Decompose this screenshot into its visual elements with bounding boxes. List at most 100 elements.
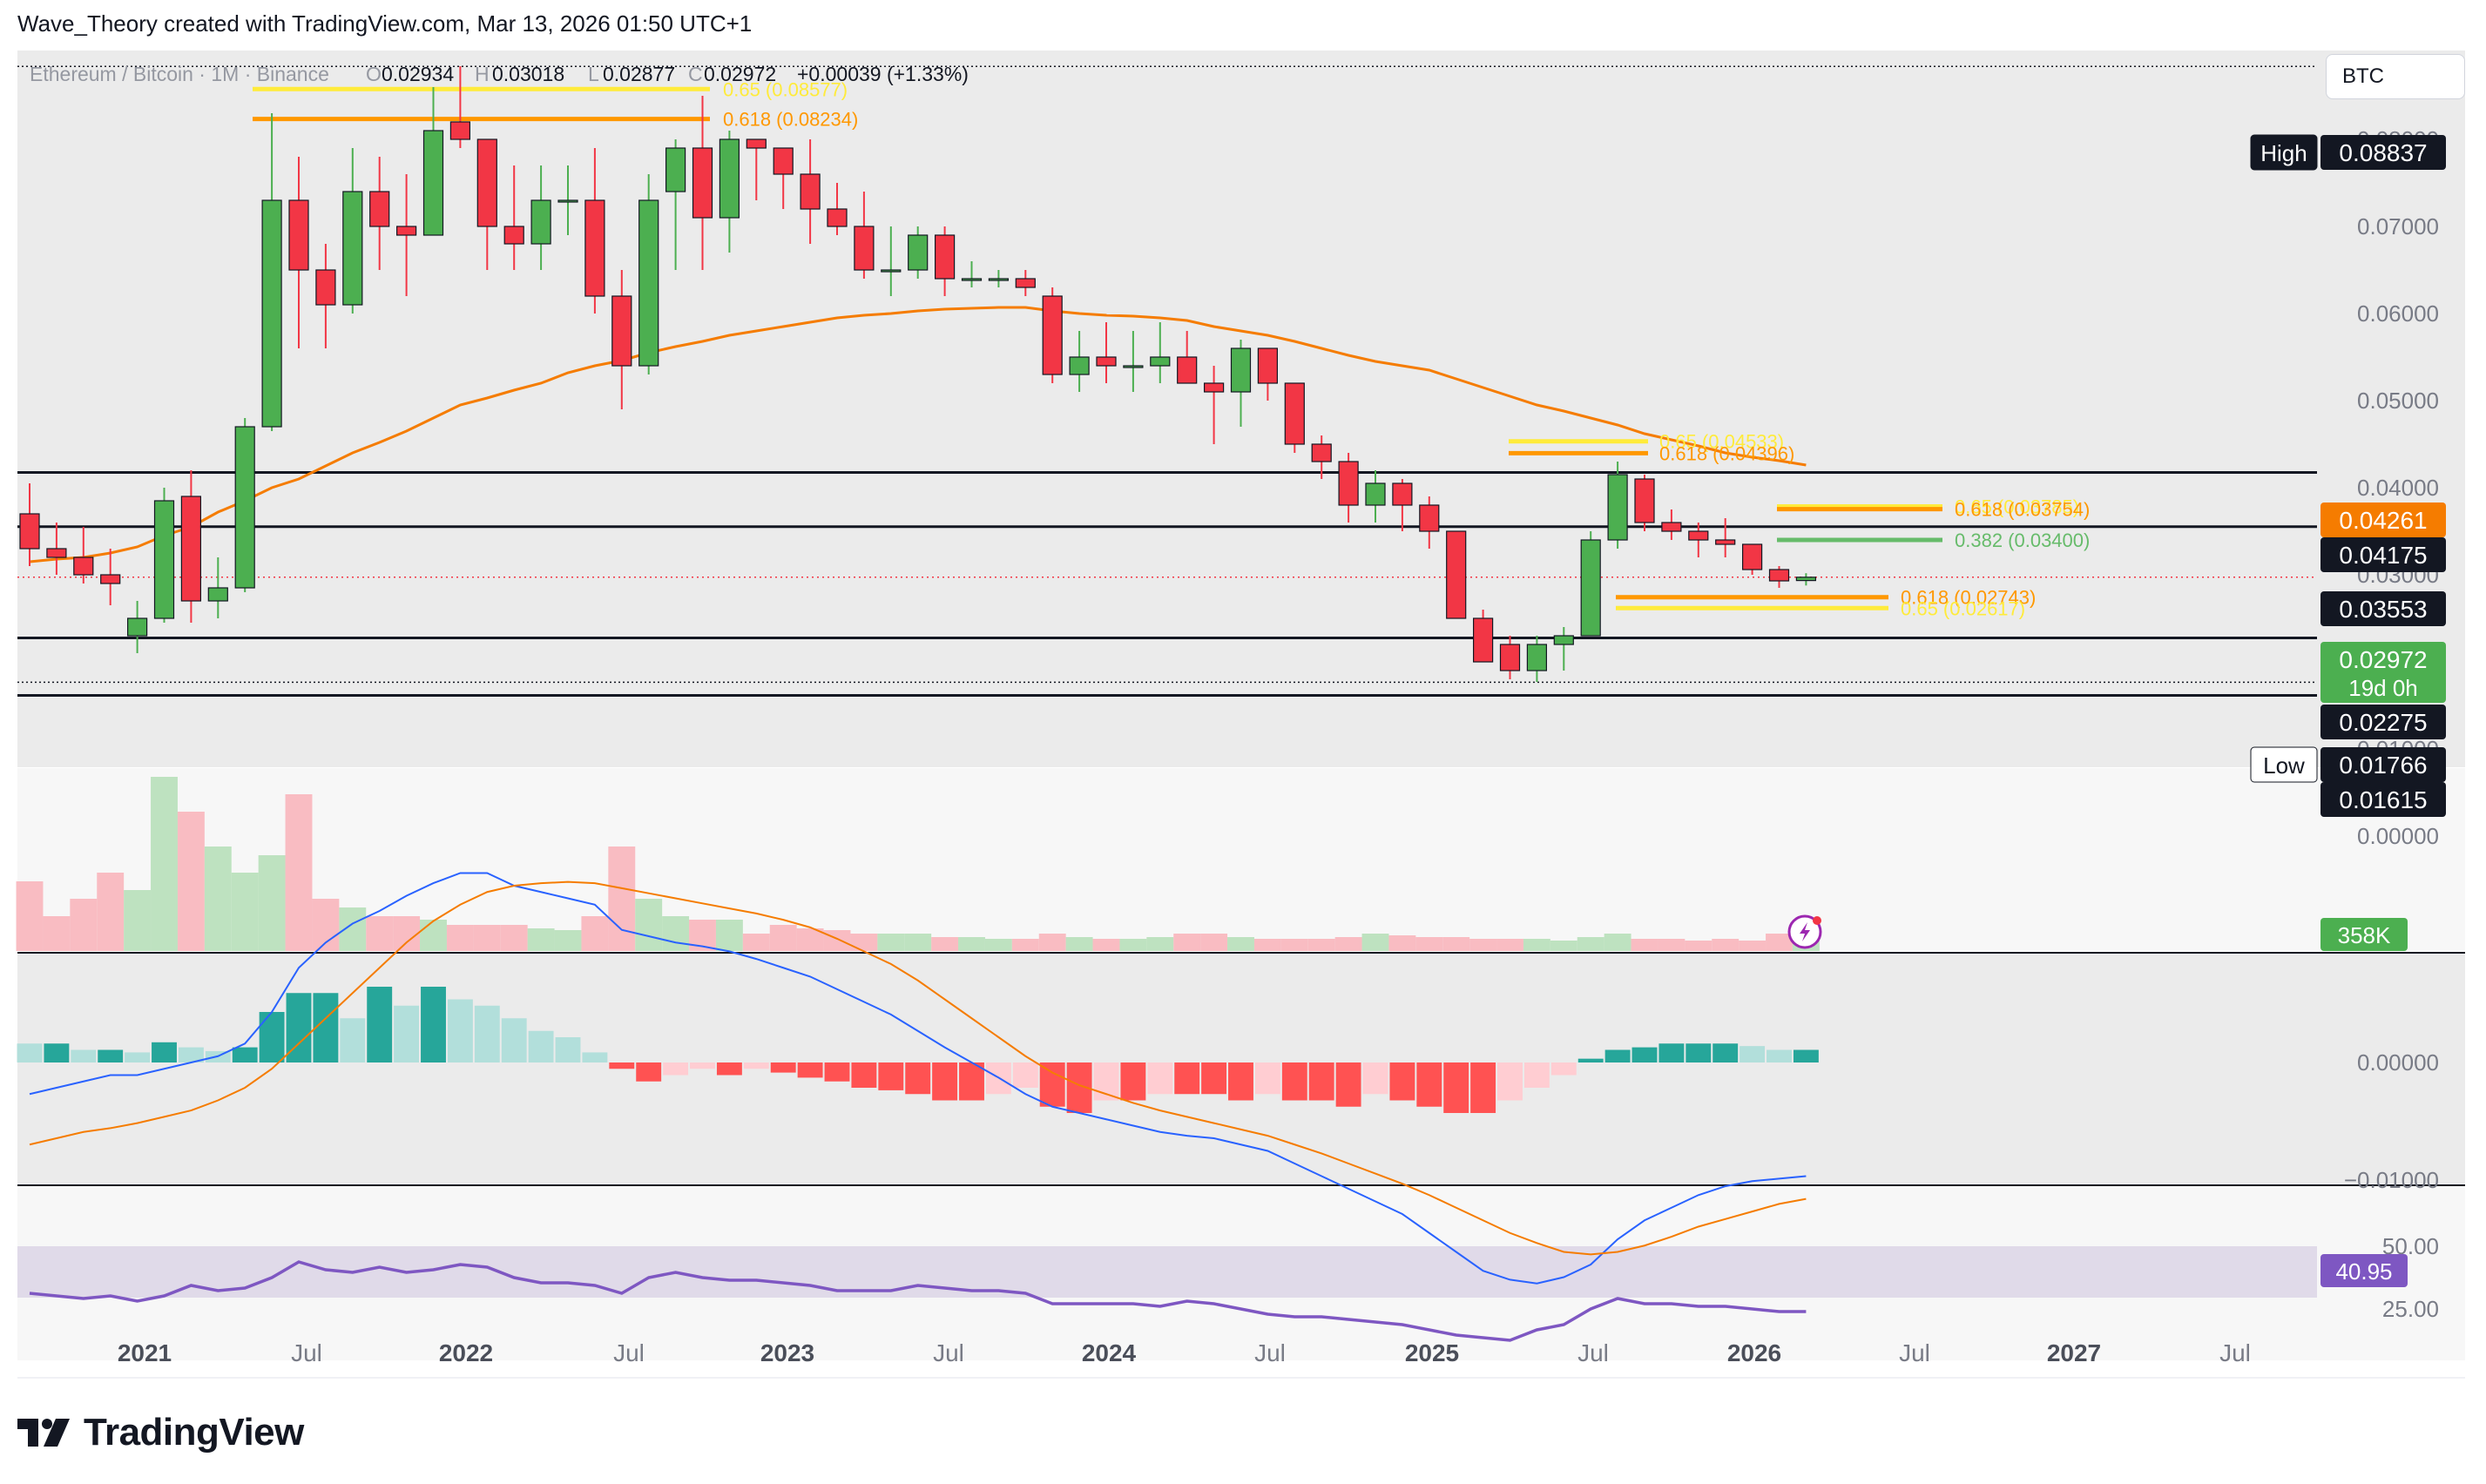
- volume-bar: [635, 899, 663, 951]
- time-axis-label: 2027: [2047, 1339, 2101, 1366]
- price-tag: [2320, 747, 2446, 782]
- volume-bar: [258, 855, 286, 951]
- volume-bar: [1200, 934, 1228, 951]
- volume-bar: [1065, 937, 1093, 951]
- candle-body: [584, 199, 605, 297]
- horizontal-levels: [17, 65, 2317, 697]
- macd-histogram-bar: [1470, 1062, 1496, 1113]
- flash-icon[interactable]: [1787, 914, 1822, 949]
- tradingview-logo[interactable]: TradingView: [17, 1411, 304, 1454]
- volume-bar: [473, 925, 501, 951]
- candle-body: [476, 138, 497, 227]
- macd-histogram-bar: [1012, 1062, 1038, 1088]
- macd-histogram-bar: [663, 1062, 689, 1076]
- volume-bar: [769, 925, 797, 951]
- candle-body: [1365, 482, 1386, 506]
- macd-histogram-bar: [905, 1062, 931, 1095]
- fib-lines: 0.65 (0.08577) 0.618 (0.08234) 0.65 (0.045…: [253, 78, 2090, 619]
- candle-body: [1419, 504, 1440, 532]
- macd-histogram-bar: [474, 1005, 500, 1062]
- time-axis-label: Jul: [1254, 1339, 1286, 1366]
- time-axis-label: Jul: [933, 1339, 964, 1366]
- fib-label: 0.65 (0.02617): [1901, 597, 2025, 619]
- candle-body: [934, 234, 956, 280]
- candle-body: [1069, 356, 1090, 375]
- macd-histogram-bar: [1685, 1043, 1712, 1062]
- price-tag-label: High: [2260, 140, 2307, 166]
- volume-bar: [1631, 939, 1658, 951]
- volume-tag: [2320, 918, 2408, 951]
- macd-histogram-bar: [1389, 1062, 1415, 1101]
- volume-bar: [97, 873, 125, 951]
- macd-histogram-bar: [17, 1043, 43, 1062]
- volume-bar: [393, 916, 421, 951]
- signal-line: [29, 880, 1807, 1256]
- time-axis-label: 2023: [760, 1339, 814, 1366]
- macd-histogram-bar: [1174, 1062, 1200, 1095]
- volume-bar: [1496, 939, 1523, 951]
- macd-histogram-bar: [690, 1062, 715, 1069]
- candle-body: [1123, 365, 1144, 368]
- price-tag: [2320, 591, 2446, 626]
- price-tag-countdown: 19d 0h: [2348, 675, 2418, 701]
- candle-body: [1634, 478, 1655, 523]
- time-axis-label: 2025: [1405, 1339, 1459, 1366]
- macd-axis-label: −0.01000: [2344, 1167, 2439, 1193]
- volume-bar: [204, 847, 232, 951]
- price-tag-value: 0.02972: [2339, 646, 2427, 673]
- candle-body: [1257, 347, 1279, 384]
- volume-bar: [823, 930, 851, 951]
- candle-body: [1015, 278, 1036, 288]
- price-tag-label-box: [2250, 746, 2318, 783]
- time-axis-label: 2022: [439, 1339, 493, 1366]
- candle-body: [396, 226, 417, 236]
- macd-histogram-bar: [421, 987, 446, 1062]
- volume-bar: [1415, 937, 1443, 951]
- volume-bar: [1577, 937, 1604, 951]
- volume-bar: [420, 920, 447, 951]
- candle-body: [1284, 382, 1305, 445]
- fib-label: 0.65 (0.03785): [1955, 496, 2079, 518]
- macd-histogram-bar: [1658, 1043, 1685, 1062]
- volume-bar: [796, 928, 824, 951]
- candle-body: [180, 496, 201, 602]
- macd-histogram-bar: [1497, 1062, 1523, 1101]
- volume-bar: [581, 916, 609, 951]
- macd-histogram-bar: [1228, 1062, 1253, 1101]
- candle-body: [449, 121, 471, 140]
- currency-button[interactable]: BTC: [2326, 54, 2465, 99]
- macd-histogram-bar: [313, 993, 339, 1062]
- macd-histogram-bar: [959, 1062, 984, 1101]
- volume-bar: [151, 777, 178, 951]
- volume-bar: [1469, 939, 1497, 951]
- volume-bar: [1388, 935, 1416, 951]
- fib-label: 0.618 (0.02743): [1901, 587, 2036, 609]
- candle-body: [207, 587, 228, 602]
- candle-body: [881, 269, 902, 273]
- volume-bar: [1280, 939, 1308, 951]
- price-tag-value: 0.03553: [2339, 596, 2427, 623]
- volume-bar: [662, 916, 690, 951]
- candle-body: [854, 226, 875, 271]
- price-tag: [2320, 642, 2446, 703]
- macd-histogram-bar: [932, 1062, 958, 1101]
- volume-bar: [904, 934, 932, 951]
- volume-bar: [1604, 934, 1631, 951]
- volume-bar: [231, 873, 259, 951]
- volume-bar: [124, 890, 152, 951]
- volume-bar: [715, 920, 743, 951]
- fib-label: 0.618 (0.03754): [1955, 499, 2090, 521]
- volume-bar: [1334, 937, 1362, 951]
- candle-body: [46, 548, 67, 558]
- volume-bar: [1092, 939, 1120, 951]
- ema-line: [29, 306, 1807, 563]
- ema-layer: [29, 306, 1807, 563]
- volume-bar: [958, 937, 985, 951]
- price-tag-value: 0.02275: [2339, 709, 2427, 736]
- volume-bar: [1739, 941, 1767, 951]
- time-axis-label: Jul: [2219, 1339, 2251, 1366]
- macd-histogram-bar: [501, 1018, 527, 1062]
- macd-histogram-bar: [636, 1062, 662, 1082]
- price-tag-value: 0.04175: [2339, 542, 2427, 569]
